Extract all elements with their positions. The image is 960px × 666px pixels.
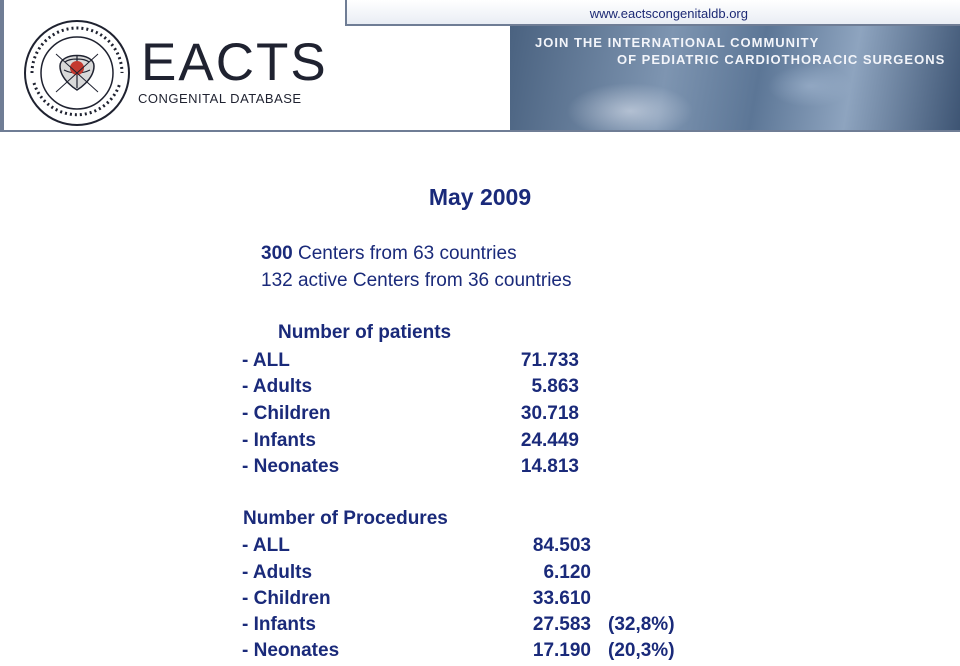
stats-line-active: 132 active Centers from 36 countries — [261, 270, 572, 291]
tagline-line1: Join the International Community — [535, 35, 820, 50]
site-url-link[interactable]: www.eactscongenitaldb.org — [589, 6, 748, 21]
row-value: 27.583 — [532, 614, 591, 635]
logo-title: EACTS — [141, 33, 328, 92]
logo-subtitle: Congenital Database — [138, 91, 302, 106]
row-value: 84.503 — [532, 535, 591, 556]
surgery-photo — [510, 26, 960, 132]
tagline-line2: of Pediatric Cardiothoracic Surgeons — [617, 52, 946, 67]
row-value: 6.120 — [543, 562, 591, 583]
stats-line-centers: 300 Centers from 63 countries — [261, 240, 572, 267]
row-label: - Infants — [242, 614, 316, 635]
row-percentage: (32,8%) — [608, 614, 675, 635]
row-label: - Neonates — [242, 456, 340, 477]
procedures-pct: (32,8%) — [608, 612, 708, 638]
row-label: - Children — [242, 588, 331, 609]
centers-count: 300 — [261, 243, 293, 264]
procedures-row: - ALL 84.503 — [242, 533, 591, 559]
header-banner: EACTS Congenital Database www.eactsconge… — [0, 0, 960, 132]
row-value: 30.718 — [520, 403, 579, 424]
row-percentage: (20,3%) — [608, 640, 675, 661]
procedures-pct: (20,3%) — [608, 638, 708, 664]
row-label: - Children — [242, 403, 331, 424]
row-label: - Neonates — [242, 640, 340, 661]
procedures-row: - Adults 6.120 — [242, 560, 591, 586]
row-value: 24.449 — [520, 430, 579, 451]
procedures-row: - Neonates 17.190 — [242, 638, 591, 664]
row-label: - Adults — [242, 376, 313, 397]
centers-text: Centers from 63 countries — [292, 243, 517, 264]
row-label: - Adults — [242, 562, 313, 583]
procedures-row: - Infants 27.583 — [242, 612, 591, 638]
url-bar: www.eactscongenitaldb.org — [345, 0, 960, 26]
patients-row: - Neonates 14.813 — [242, 454, 579, 480]
page-title: May 2009 — [428, 184, 532, 210]
procedures-row: - Children 33.610 — [242, 586, 591, 612]
row-label: - ALL — [242, 535, 290, 556]
row-value: 71.733 — [520, 350, 579, 371]
procedures-heading: Number of Procedures — [243, 508, 448, 529]
row-value: 17.190 — [532, 640, 591, 661]
banner-divider — [0, 130, 960, 132]
patients-row: - Infants 24.449 — [242, 428, 579, 454]
eacts-seal-logo — [24, 20, 130, 126]
patients-row: - ALL 71.733 — [242, 348, 579, 374]
patients-heading: Number of patients — [278, 322, 452, 343]
row-value: 14.813 — [520, 456, 579, 477]
center-stats: 300 Centers from 63 countries 132 active… — [261, 240, 572, 294]
row-label: - Infants — [242, 430, 316, 451]
patients-row: - Adults 5.863 — [242, 374, 579, 400]
row-label: - ALL — [242, 350, 290, 371]
patients-row: - Children 30.718 — [242, 401, 579, 427]
banner-frame — [0, 0, 4, 132]
row-value: 5.863 — [531, 376, 579, 397]
row-value: 33.610 — [532, 588, 591, 609]
